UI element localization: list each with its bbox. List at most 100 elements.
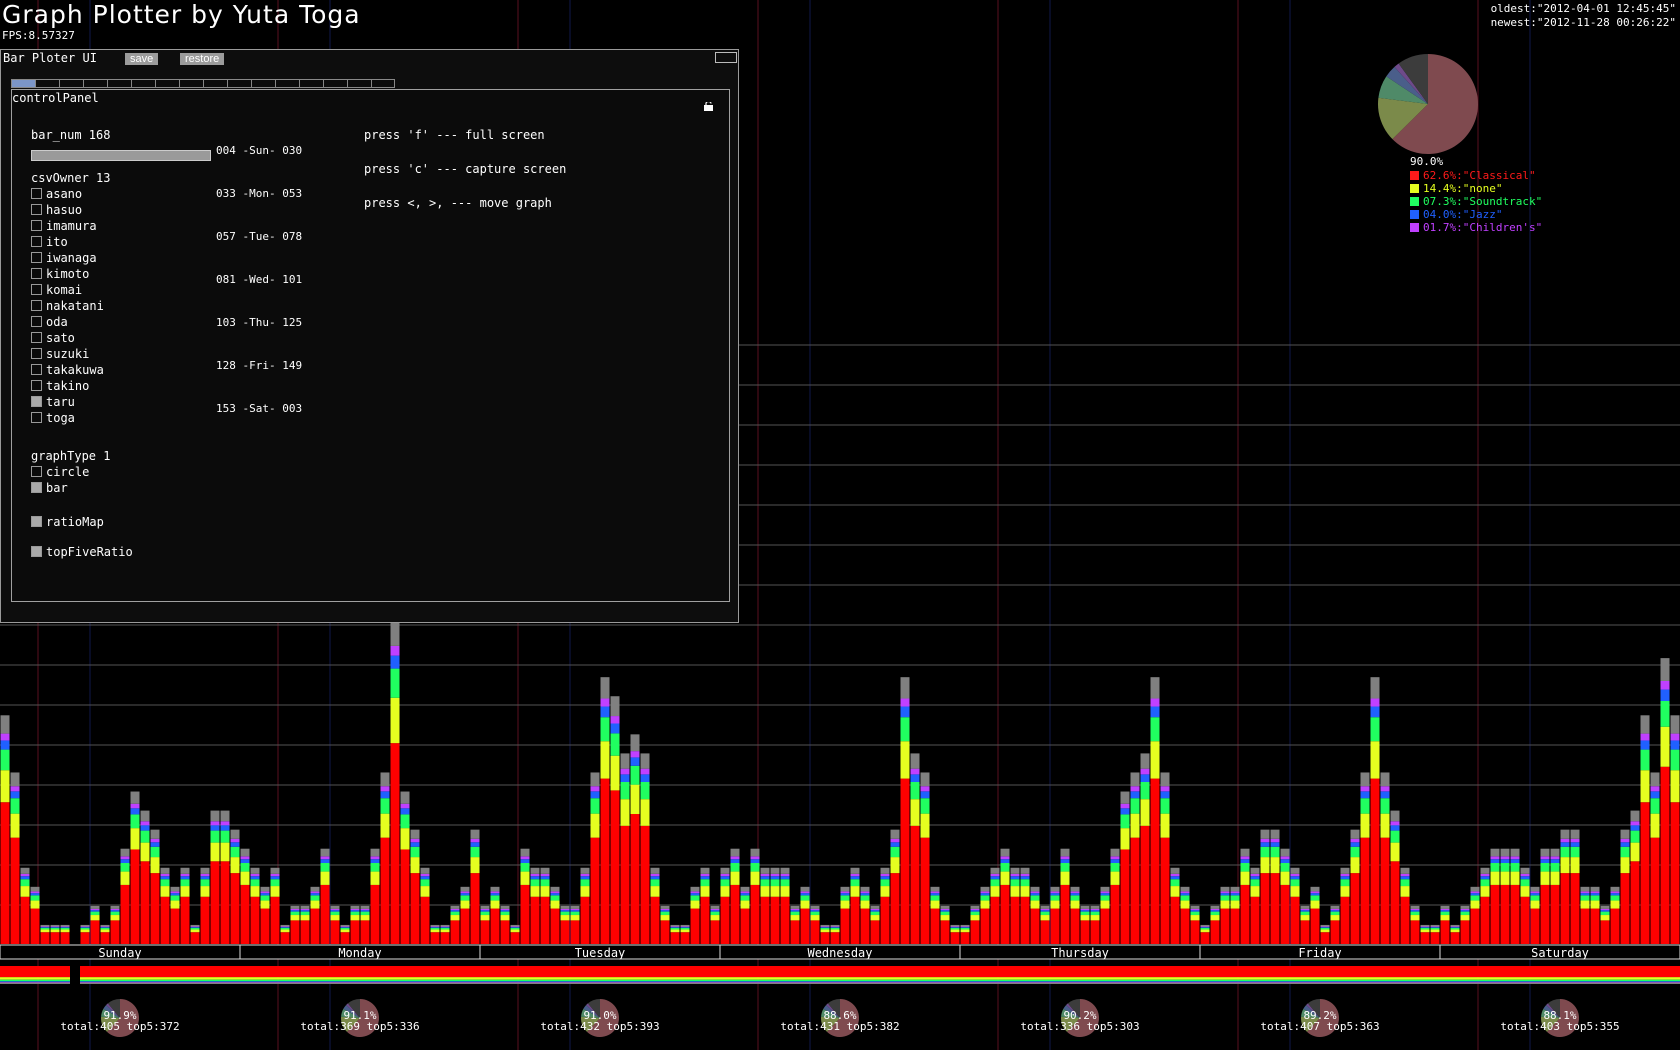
owner-checkbox[interactable] bbox=[31, 284, 42, 295]
owner-item-toga[interactable]: toga bbox=[31, 410, 104, 426]
owner-item-kimoto[interactable]: kimoto bbox=[31, 266, 104, 282]
owner-item-takakuwa[interactable]: takakuwa bbox=[31, 362, 104, 378]
panel-tab[interactable] bbox=[275, 79, 299, 88]
graph-type-bar[interactable]: bar bbox=[31, 480, 89, 496]
ratio-map-checkbox[interactable] bbox=[31, 516, 42, 527]
ratio-map-segment bbox=[710, 982, 720, 983]
owner-checkbox[interactable] bbox=[31, 316, 42, 327]
owner-checkbox[interactable] bbox=[31, 412, 42, 423]
bar-segment bbox=[710, 915, 720, 921]
owner-checkbox[interactable] bbox=[31, 348, 42, 359]
owner-checkbox[interactable] bbox=[31, 364, 42, 375]
owner-checkbox[interactable] bbox=[31, 380, 42, 391]
panel-tab[interactable] bbox=[107, 79, 131, 88]
owner-item-asano[interactable]: asano bbox=[31, 186, 104, 202]
bar-segment bbox=[1530, 893, 1540, 896]
owner-item-iwanaga[interactable]: iwanaga bbox=[31, 250, 104, 266]
bar-segment bbox=[1420, 926, 1430, 928]
bar-segment bbox=[0, 749, 10, 771]
panel-tab[interactable] bbox=[299, 79, 323, 88]
panel-tab[interactable] bbox=[83, 79, 107, 88]
owner-item-suzuki[interactable]: suzuki bbox=[31, 346, 104, 362]
bar-num-slider[interactable] bbox=[31, 150, 211, 161]
ratio-map-segment bbox=[1400, 979, 1410, 982]
top-five-ratio-toggle[interactable]: topFiveRatio bbox=[31, 544, 133, 560]
owner-checkbox[interactable] bbox=[31, 268, 42, 279]
ratio-map-segment bbox=[600, 966, 610, 978]
panel-tab[interactable] bbox=[227, 79, 251, 88]
window-maximize-button[interactable] bbox=[715, 52, 737, 63]
restore-button[interactable]: restore bbox=[180, 53, 225, 65]
bar-segment bbox=[490, 900, 500, 909]
bar-segment bbox=[900, 698, 910, 707]
owner-item-hasuo[interactable]: hasuo bbox=[31, 202, 104, 218]
lock-icon[interactable] bbox=[704, 102, 713, 111]
ratio-map-segment bbox=[1250, 982, 1260, 984]
bar-segment bbox=[840, 891, 850, 894]
panel-tab[interactable] bbox=[11, 79, 35, 88]
owner-item-nakatani[interactable]: nakatani bbox=[31, 298, 104, 314]
ratio-map-segment bbox=[1240, 977, 1250, 980]
ratio-map-segment bbox=[1180, 979, 1190, 982]
bar-segment bbox=[1160, 798, 1170, 814]
bar-segment bbox=[1380, 786, 1390, 792]
top-five-ratio-checkbox[interactable] bbox=[31, 546, 42, 557]
panel-tab[interactable] bbox=[203, 79, 227, 88]
bar-segment bbox=[430, 926, 440, 928]
ratio-map-segment bbox=[650, 982, 660, 984]
owner-checkbox[interactable] bbox=[31, 236, 42, 247]
bar-segment bbox=[890, 873, 900, 944]
graph-type-checkbox[interactable] bbox=[31, 482, 42, 493]
bar-segment bbox=[1470, 908, 1480, 944]
bar-segment bbox=[690, 891, 700, 894]
owner-checkbox[interactable] bbox=[31, 332, 42, 343]
bar-segment bbox=[250, 879, 260, 887]
graph-type-circle[interactable]: circle bbox=[31, 464, 89, 480]
ratio-map-segment bbox=[350, 977, 360, 980]
owner-checkbox[interactable] bbox=[31, 188, 42, 199]
bar-segment bbox=[1000, 884, 1010, 944]
owner-item-taru[interactable]: taru bbox=[31, 394, 104, 410]
bar-segment bbox=[930, 900, 940, 909]
owner-checkbox[interactable] bbox=[31, 220, 42, 231]
bar-segment bbox=[680, 927, 690, 930]
owner-item-oda[interactable]: oda bbox=[31, 314, 104, 330]
ratio-map-segment bbox=[220, 979, 230, 982]
panel-tab[interactable] bbox=[35, 79, 59, 88]
ratio-map-segment bbox=[890, 981, 900, 983]
panel-tab[interactable] bbox=[59, 79, 83, 88]
day-range-row: 057 -Tue- 078 bbox=[216, 230, 303, 243]
owner-item-takino[interactable]: takino bbox=[31, 378, 104, 394]
owner-item-sato[interactable]: sato bbox=[31, 330, 104, 346]
ratio-map-segment bbox=[1180, 982, 1190, 984]
ratio-map-segment bbox=[1550, 979, 1560, 982]
owner-item-ito[interactable]: ito bbox=[31, 234, 104, 250]
ratio-map-segment bbox=[1660, 966, 1670, 978]
owner-checkbox[interactable] bbox=[31, 300, 42, 311]
panel-tab[interactable] bbox=[131, 79, 155, 88]
ratio-map-toggle[interactable]: ratioMap bbox=[31, 514, 104, 530]
graph-type-checkbox[interactable] bbox=[31, 466, 42, 477]
bar-segment bbox=[1350, 873, 1360, 944]
bar-segment bbox=[880, 896, 890, 944]
ratio-map-segment bbox=[580, 982, 590, 983]
owner-checkbox[interactable] bbox=[31, 252, 42, 263]
bar-segment bbox=[1630, 821, 1640, 826]
owner-checkbox[interactable] bbox=[31, 396, 42, 407]
owner-item-imamura[interactable]: imamura bbox=[31, 218, 104, 234]
bar-segment bbox=[1090, 911, 1100, 916]
panel-tab[interactable] bbox=[155, 79, 179, 88]
ratio-map-segment bbox=[1530, 979, 1540, 982]
panel-tab[interactable] bbox=[371, 79, 395, 88]
panel-tab[interactable] bbox=[347, 79, 371, 88]
ratio-map-segment bbox=[500, 982, 510, 983]
ratio-map-segment bbox=[280, 979, 290, 982]
owner-checkbox[interactable] bbox=[31, 204, 42, 215]
save-button[interactable]: save bbox=[125, 53, 159, 65]
ratio-map-segment bbox=[450, 966, 460, 978]
panel-tab[interactable] bbox=[179, 79, 203, 88]
owner-item-komai[interactable]: komai bbox=[31, 282, 104, 298]
panel-tab[interactable] bbox=[251, 79, 275, 88]
bar-segment bbox=[930, 908, 940, 944]
panel-tab[interactable] bbox=[323, 79, 347, 88]
